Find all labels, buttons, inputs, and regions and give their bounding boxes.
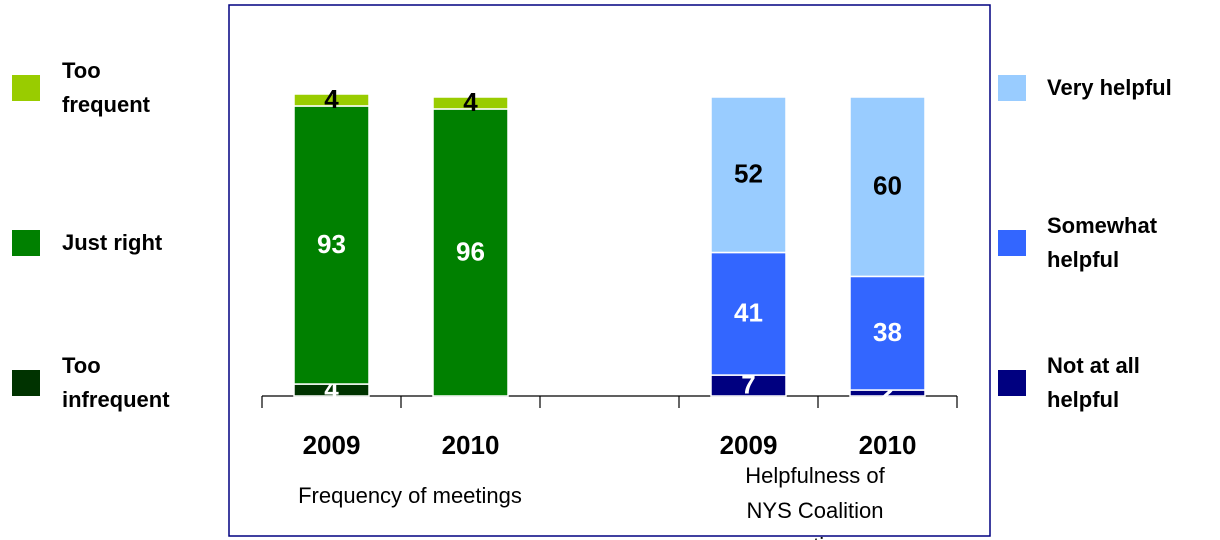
x-tick-label: 2010 bbox=[859, 430, 917, 460]
x-tick-label: 2009 bbox=[303, 430, 361, 460]
data-label: 52 bbox=[734, 159, 763, 189]
bar-segment bbox=[432, 108, 509, 397]
legend-label: Very helpful bbox=[1047, 75, 1172, 100]
data-label: 7 bbox=[741, 369, 755, 399]
bar-segment bbox=[849, 96, 926, 278]
data-label: 93 bbox=[317, 229, 346, 259]
legend-swatch bbox=[998, 370, 1026, 396]
bar-segment bbox=[710, 251, 787, 376]
legend-label: Not at all helpful bbox=[1047, 353, 1140, 412]
data-label: 4 bbox=[324, 84, 339, 114]
bar-segment bbox=[293, 93, 370, 107]
legend-label: Too infrequent bbox=[62, 353, 170, 412]
group-label: Frequency of meetings bbox=[298, 483, 522, 508]
legend-swatch bbox=[12, 230, 40, 256]
data-label: 60 bbox=[873, 171, 902, 201]
data-label: 41 bbox=[734, 298, 763, 328]
bar-segment bbox=[849, 275, 926, 391]
legend-swatch bbox=[998, 230, 1026, 256]
legend-swatch bbox=[12, 75, 40, 101]
data-label: 38 bbox=[873, 317, 902, 347]
data-label: 4 bbox=[463, 87, 478, 117]
x-tick-label: 2010 bbox=[442, 430, 500, 460]
bar-segment bbox=[432, 96, 509, 110]
x-tick-label: 2009 bbox=[720, 430, 778, 460]
group-label: Helpfulness of NYS Coalition meetings bbox=[745, 463, 885, 540]
legend-swatch bbox=[998, 75, 1026, 101]
legend-swatch bbox=[12, 370, 40, 396]
plot-frame bbox=[228, 4, 991, 537]
bar-segment bbox=[710, 96, 787, 254]
bar-segment bbox=[293, 105, 370, 385]
legend-label: Somewhat helpful bbox=[1047, 213, 1158, 272]
legend-label: Too frequent bbox=[62, 58, 150, 117]
x-axis-ticks bbox=[261, 396, 958, 408]
legend-label: Just right bbox=[62, 230, 163, 255]
data-label: 96 bbox=[456, 236, 485, 266]
